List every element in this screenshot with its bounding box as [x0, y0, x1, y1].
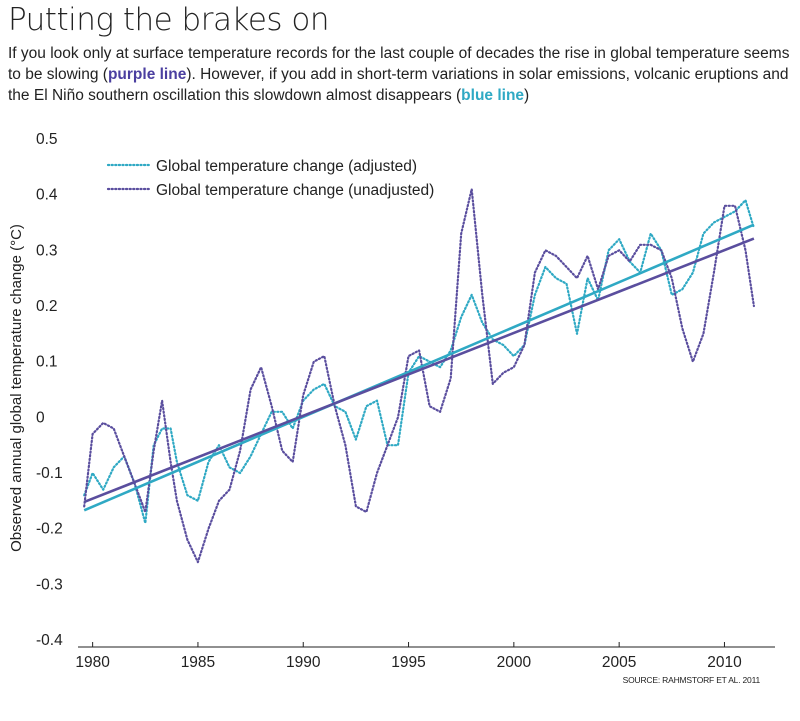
y-tick-label: 0.4 — [36, 187, 58, 204]
x-tick-label: 1990 — [286, 654, 321, 671]
y-tick-label: 0.2 — [36, 298, 58, 315]
page-title: Putting the brakes on — [8, 2, 330, 38]
subtitle-blue-line-label: blue line — [461, 87, 525, 104]
x-tick-label: 2010 — [707, 654, 742, 671]
y-axis-label: Observed annual global temperature chang… — [8, 224, 25, 552]
y-axis-label-group: Observed annual global temperature chang… — [8, 224, 25, 552]
y-tick-label: -0.2 — [36, 521, 63, 538]
x-tick-label: 2000 — [497, 654, 532, 671]
subtitle-text-3: ) — [524, 87, 530, 104]
y-tick-label: 0.1 — [36, 354, 58, 371]
subtitle-text-2: ). However, if you add in short-term var… — [8, 66, 789, 104]
y-tick-label: 0.5 — [36, 131, 58, 148]
x-tick-label: 1985 — [181, 654, 215, 671]
chart-legend: Global temperature change (adjusted) Glo… — [106, 158, 434, 199]
adjusted-series-line — [83, 199, 756, 525]
temperature-chart: Observed annual global temperature chang… — [8, 131, 775, 685]
subtitle-text-1: If you look only at surface temperature … — [8, 45, 790, 83]
x-axis-ticks: 1980 1985 1990 1995 2000 2005 2010 — [75, 642, 742, 671]
y-tick-label: -0.1 — [36, 465, 63, 482]
subtitle-purple-line-label: purple line — [107, 66, 187, 83]
adjusted-trend-line — [83, 223, 755, 512]
series-layer — [83, 188, 756, 564]
y-axis-ticks: 0.5 0.4 0.3 0.2 0.1 0 -0.1 -0.2 -0.3 -0.4 — [36, 131, 63, 649]
x-tick-label: 2005 — [602, 654, 636, 671]
legend-label-adjusted: Global temperature change (adjusted) — [156, 158, 417, 175]
chart-subtitle: If you look only at surface temperature … — [8, 43, 798, 106]
x-tick-label: 1980 — [75, 654, 110, 671]
unadjusted-trend-line — [83, 237, 755, 504]
x-tick-label: 1995 — [391, 654, 425, 671]
y-tick-label: -0.4 — [36, 632, 63, 649]
y-tick-label: 0 — [36, 409, 45, 426]
y-tick-label: -0.3 — [36, 576, 63, 593]
unadjusted-series-line — [83, 188, 756, 564]
legend-label-unadjusted: Global temperature change (unadjusted) — [156, 182, 434, 199]
y-tick-label: 0.3 — [36, 242, 58, 259]
source-note: SOURCE: RAHMSTORF ET AL. 2011 — [623, 675, 761, 685]
